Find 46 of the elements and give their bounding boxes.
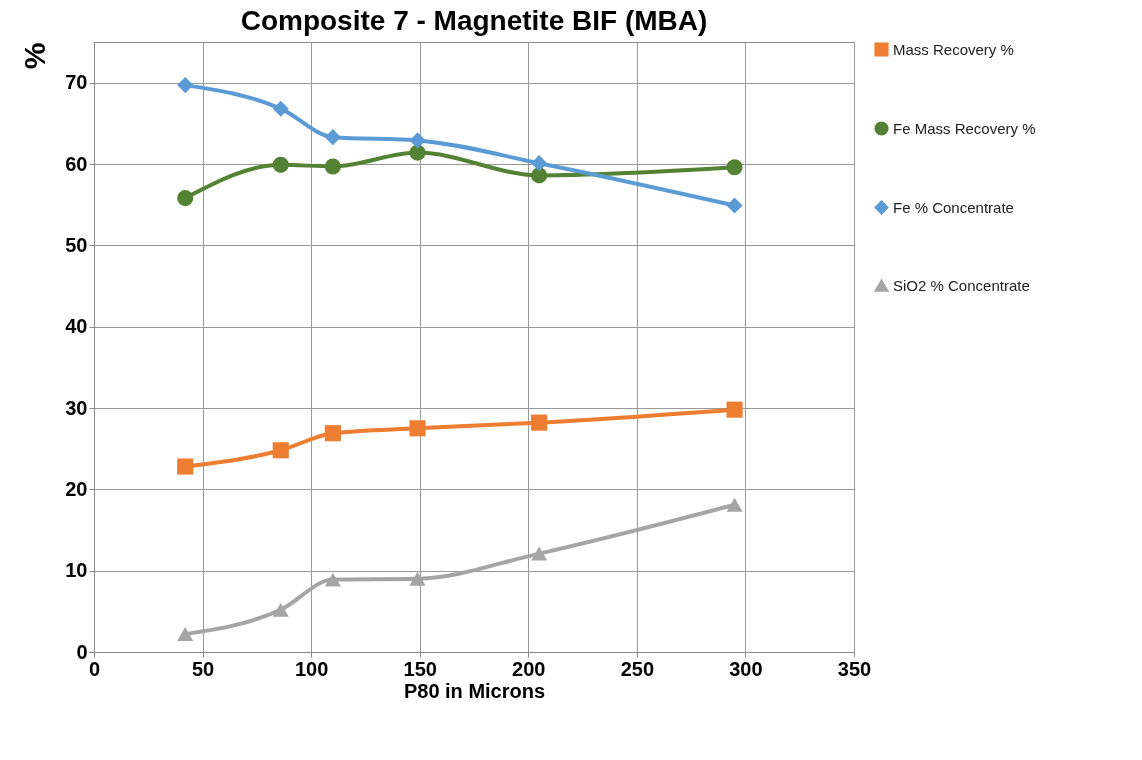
point [324,129,341,146]
x-tick-label: 150 [403,657,437,680]
point [409,571,426,586]
point [272,156,289,173]
legend-label: Fe Mass Recovery % [893,119,1036,137]
chart-title: Composite 7 - Magnetite BIF (MBA) [240,5,708,36]
x-tick-label: 50 [191,657,215,680]
x-axis-title: P80 in Microns [403,679,546,702]
legend-label: Fe % Concentrate [893,198,1014,216]
point [726,497,743,512]
point [272,100,289,117]
point [177,627,194,642]
point [531,155,548,172]
x-tick-label: 350 [837,657,872,680]
point [324,158,341,175]
point [177,77,194,94]
point [324,572,341,587]
point [726,401,743,418]
point [726,197,743,214]
y-tick-label: 70 [65,71,88,94]
point [726,159,743,176]
point [531,414,548,431]
y-tick-label: 20 [65,477,88,500]
x-tick-label: 200 [512,657,546,680]
y-tick-label: 60 [65,152,88,175]
point [409,420,426,437]
point [324,425,341,442]
y-tick-label: 40 [65,315,88,338]
point [409,144,426,161]
point [272,442,289,459]
point [409,132,426,149]
y-tick-label: 50 [65,233,88,256]
x-tick-label: 300 [729,657,763,680]
point [531,546,548,561]
legend-label: Mass Recovery % [893,40,1014,58]
y-tick-label: 10 [65,559,88,582]
point [272,602,289,617]
y-axis-title: % [18,42,52,70]
point [177,190,194,207]
x-tick-label: 250 [620,657,655,680]
point [531,167,548,184]
y-tick-label: 30 [65,396,88,419]
point [177,458,194,475]
legend-label: SiO2 % Concentrate [893,276,1030,294]
y-tick-label: 0 [76,640,88,663]
x-tick-label: 100 [294,657,329,680]
